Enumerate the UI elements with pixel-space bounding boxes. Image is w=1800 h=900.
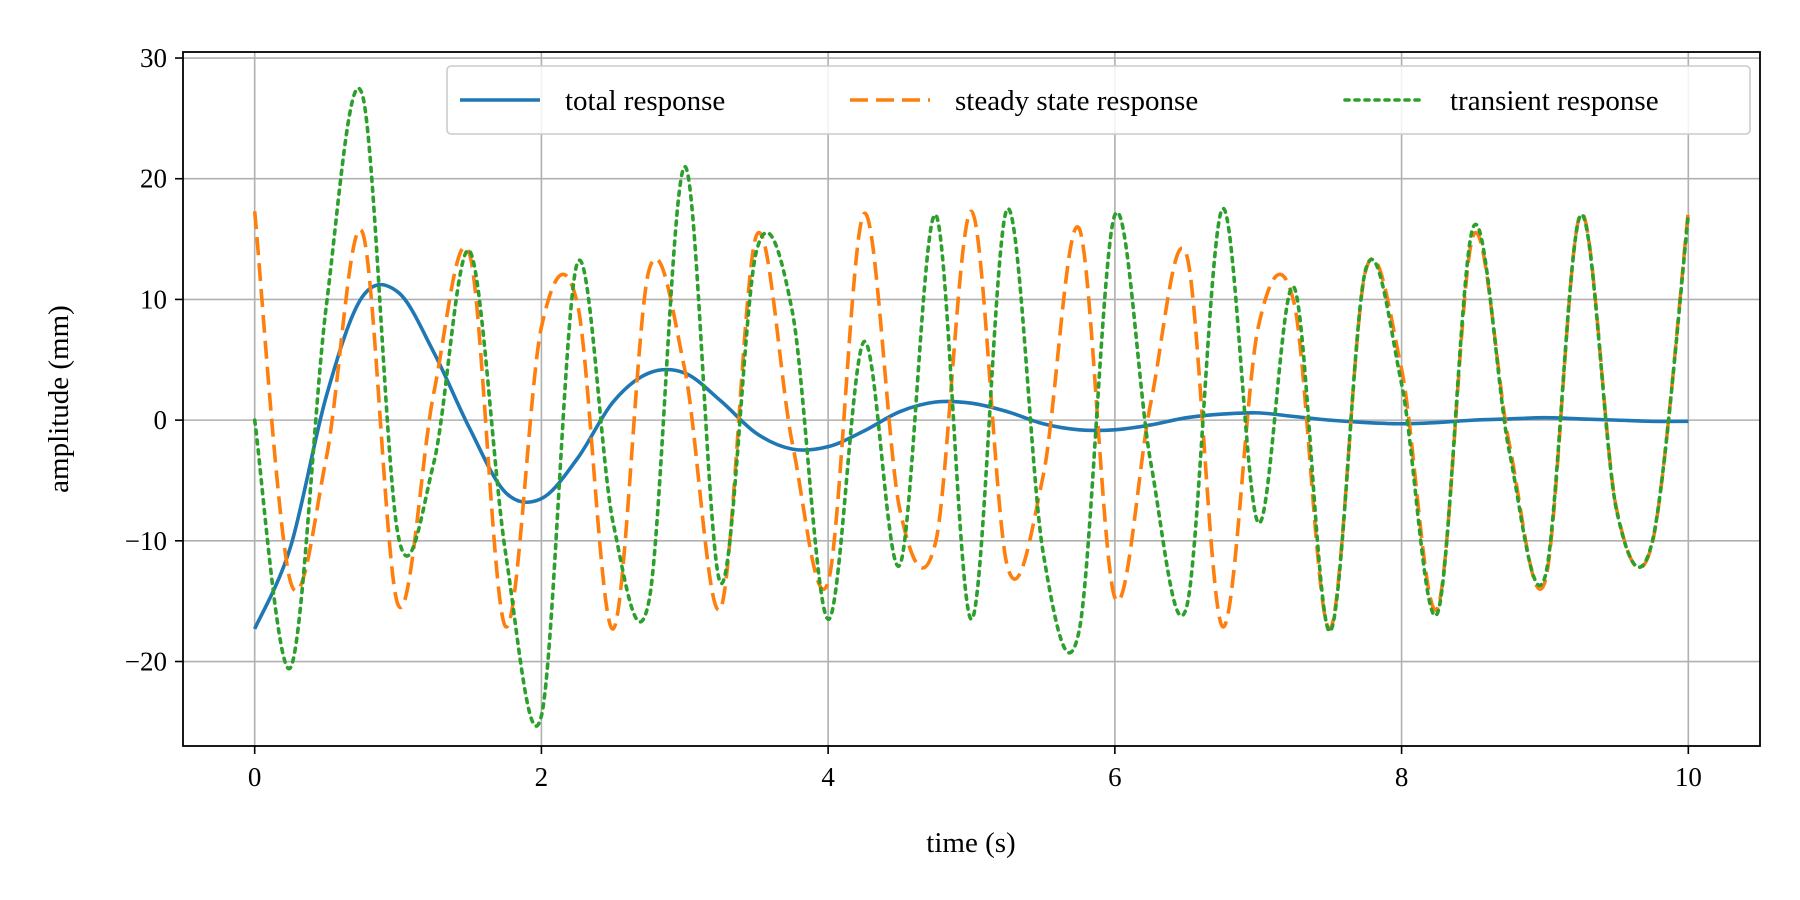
x-tick-label: 6 bbox=[1108, 762, 1122, 792]
y-tick-label: −20 bbox=[125, 647, 167, 677]
y-tick-label: 0 bbox=[154, 405, 168, 435]
y-axis-label: amplitude (mm) bbox=[43, 305, 75, 493]
legend-label-3: transient response bbox=[1450, 85, 1659, 117]
x-tick-label: 0 bbox=[248, 762, 262, 792]
series-line-3 bbox=[252, 86, 1691, 728]
y-tick-label: 20 bbox=[140, 164, 167, 194]
x-tick-label: 10 bbox=[1675, 762, 1702, 792]
y-tick-label: −10 bbox=[125, 526, 167, 556]
axis-ticks: 0 2 4 6 8 10 −20 −10 0 10 20 30 bbox=[125, 43, 1702, 792]
x-tick-label: 2 bbox=[535, 762, 549, 792]
series-layer bbox=[252, 86, 1691, 728]
y-tick-label: 30 bbox=[140, 43, 167, 73]
legend-label-2: steady state response bbox=[955, 85, 1198, 117]
x-tick-label: 4 bbox=[821, 762, 835, 792]
legend-box bbox=[446, 65, 1751, 135]
series-line-1 bbox=[253, 282, 1689, 630]
y-tick-label: 10 bbox=[140, 284, 167, 314]
x-axis-label: time (s) bbox=[926, 827, 1015, 859]
series-line-2 bbox=[252, 209, 1691, 631]
legend-label-1: total response bbox=[565, 85, 725, 117]
plot-frame bbox=[182, 51, 1761, 747]
x-tick-label: 8 bbox=[1395, 762, 1409, 792]
legend: total response steady state response trans… bbox=[446, 65, 1751, 135]
